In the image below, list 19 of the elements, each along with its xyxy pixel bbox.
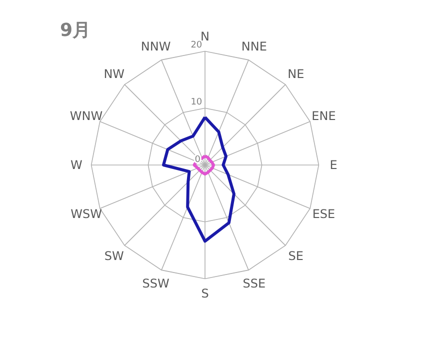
- chart-title: 9月: [60, 20, 91, 41]
- spoke-label: NNW: [140, 39, 171, 54]
- spoke-label: ESE: [312, 207, 336, 222]
- spoke-label: SE: [288, 248, 304, 263]
- spoke-label: ENE: [312, 108, 336, 123]
- spoke-label: SSE: [242, 276, 266, 291]
- spoke-label: S: [201, 286, 209, 301]
- spoke-label: WNW: [70, 108, 103, 123]
- spoke-label: SW: [104, 248, 124, 263]
- spoke-label: WSW: [70, 207, 102, 222]
- spoke-label: E: [330, 158, 338, 172]
- y-tick-label: 20: [190, 40, 202, 51]
- spoke-label: N: [200, 29, 210, 44]
- spoke-label: W: [70, 158, 83, 172]
- spoke-label: SSW: [142, 276, 170, 291]
- y-tick-label: 10: [190, 97, 202, 108]
- spoke-label: NW: [104, 67, 125, 82]
- spoke-label: NE: [288, 67, 304, 82]
- spoke-label: NNE: [241, 39, 267, 54]
